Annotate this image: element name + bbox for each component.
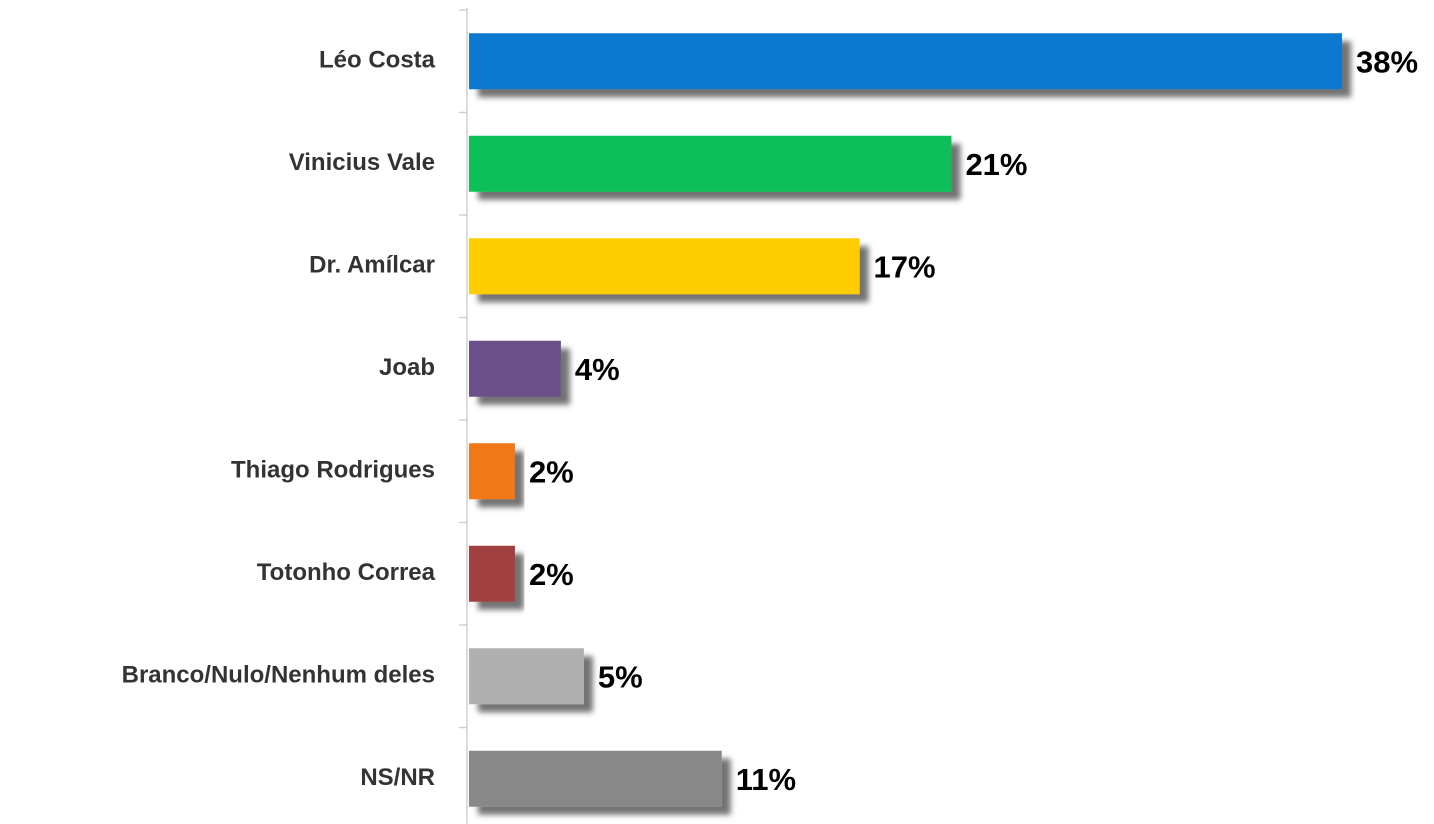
bar: [469, 443, 515, 500]
category-label: Totonho Correa: [257, 559, 436, 586]
category-label: Dr. Amílcar: [309, 252, 435, 279]
value-label: 5%: [598, 659, 643, 694]
category-label: Vinicius Vale: [289, 149, 435, 176]
bar: [469, 648, 584, 705]
value-label: 2%: [529, 557, 574, 592]
value-label: 4%: [575, 352, 620, 387]
value-label: 38%: [1356, 44, 1418, 79]
category-label: Léo Costa: [319, 47, 436, 74]
bar: [469, 238, 860, 295]
bar: [469, 750, 722, 807]
bar: [469, 135, 952, 192]
bar: [469, 340, 561, 397]
category-label: Joab: [379, 354, 435, 381]
category-label: Thiago Rodrigues: [231, 457, 435, 484]
value-label: 2%: [529, 454, 574, 489]
value-label: 17%: [874, 249, 936, 284]
bar: [469, 33, 1342, 90]
value-label: 21%: [965, 147, 1027, 182]
category-label: NS/NR: [360, 764, 435, 791]
value-label: 11%: [736, 762, 796, 797]
category-label: Branco/Nulo/Nenhum deles: [122, 662, 435, 689]
bar: [469, 545, 515, 602]
